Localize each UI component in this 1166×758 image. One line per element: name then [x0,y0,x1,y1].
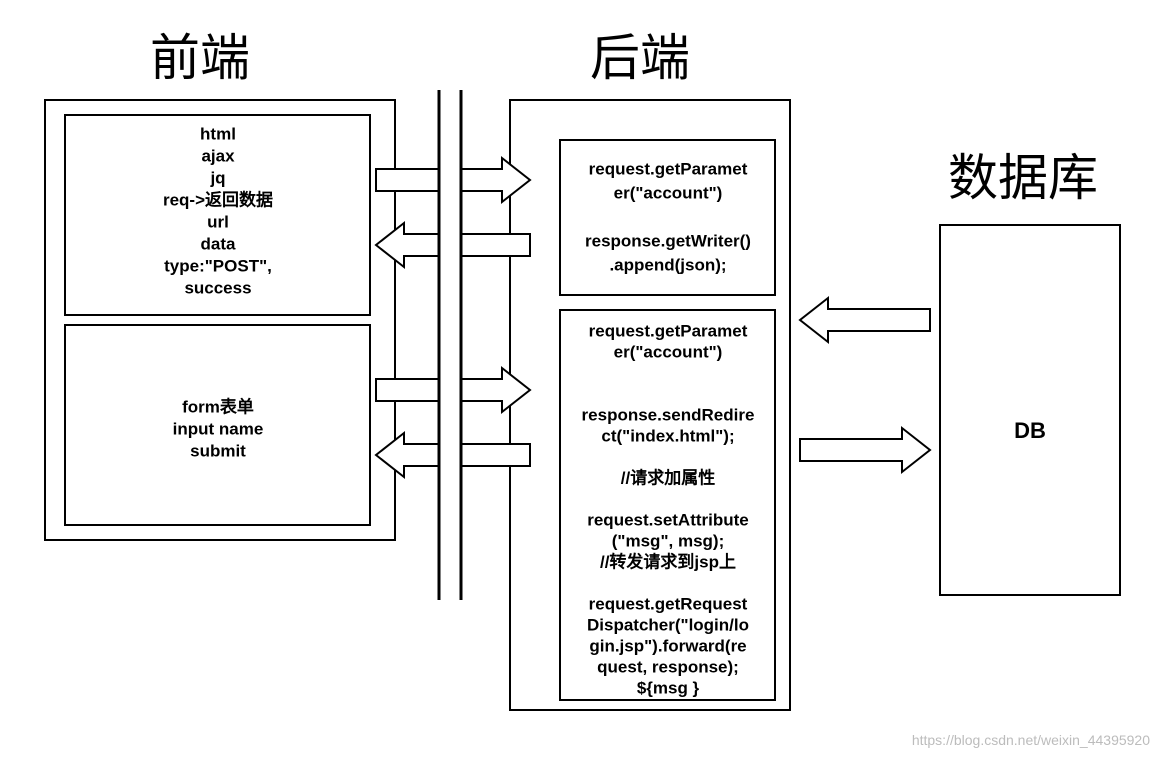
fe-bottom-text-line: form表单 [182,396,254,416]
be-bottom-text-line: //转发请求到jsp上 [600,551,736,571]
fe-top-text-line: req->返回数据 [163,189,273,209]
be-bottom-text: request.getParamet er("account") response.… [582,321,755,697]
be-bottom-text-line: er("account") [614,342,723,361]
fe-bottom-text: form表单 input name submit [173,396,264,460]
be-top-text-line: .append(json); [609,255,726,274]
fe-top-text-line: data [201,234,237,253]
be-bottom-text-line: response.sendRedire [582,405,755,424]
be-bottom-text-line: gin.jsp").forward(re [589,636,746,655]
watermark: https://blog.csdn.net/weixin_44395920 [912,732,1150,748]
vertical-divider [439,90,461,600]
fe-top-text-line: type:"POST", [164,256,272,275]
db-label: DB [1014,418,1046,443]
flow-arrow [800,298,930,342]
db-box [940,225,1120,595]
be-bottom-text-line: //请求加属性 [621,467,715,487]
flow-arrow [800,428,930,472]
be-top-text: request.getParamet er("account") response.… [585,159,751,274]
be-bottom-text-line: quest, response); [597,657,739,676]
be-bottom-text-line: request.setAttribute [587,510,749,529]
be-top-text-line: er("account") [614,183,723,202]
be-bottom-text-line: ${msg } [637,678,700,697]
fe-top-text-line: jq [209,168,225,187]
architecture-diagram: 前端 后端 数据库 DB html ajax jq req->返回数据 url data t… [0,0,1166,758]
be-bottom-text-line: ("msg", msg); [612,531,724,550]
fe-top-text: html ajax jq req->返回数据 url data type:"POST", su… [163,124,273,297]
fe-top-text-line: html [200,124,236,143]
fe-bottom-text-line: input name [173,419,264,438]
fe-top-text-line: url [207,212,229,231]
title-backend: 后端 [590,30,690,86]
be-top-text-line: request.getParamet [589,159,748,178]
be-bottom-text-line: request.getRequest [589,594,748,613]
be-top-text-line: response.getWriter() [585,231,751,250]
frontend-container [45,100,395,540]
be-bottom-text-line: ct("index.html"); [601,426,734,445]
fe-top-text-line: success [184,278,251,297]
title-frontend: 前端 [150,30,250,86]
fe-top-text-line: ajax [201,146,235,165]
title-database: 数据库 [948,150,1098,206]
fe-bottom-text-line: submit [190,441,246,460]
be-bottom-text-line: request.getParamet [589,321,748,340]
be-bottom-text-line: Dispatcher("login/lo [587,615,749,634]
